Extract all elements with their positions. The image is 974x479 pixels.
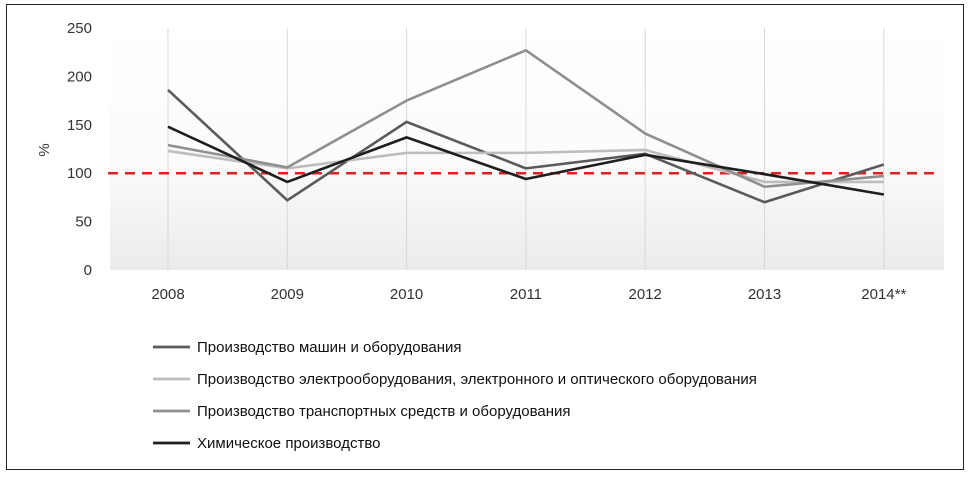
y-tick-label: 250: [67, 20, 92, 37]
y-tick-label: 200: [67, 68, 92, 85]
y-axis-label: %: [36, 143, 53, 156]
series-line-3: [167, 48, 884, 189]
x-tick-label: 2014**: [861, 286, 906, 303]
x-tick-label: 2012: [629, 286, 662, 303]
y-tick-label: 0: [84, 262, 92, 279]
x-tick-label: 2008: [151, 286, 184, 303]
x-tick-label: 2011: [510, 286, 542, 303]
legend-label-2: Производство электрооборудования, электр…: [197, 371, 757, 388]
legend-label-1: Производство машин и оборудования: [197, 339, 462, 356]
legend-label-3: Производство транспортных средств и обор…: [197, 403, 571, 420]
y-tick-label: 150: [67, 117, 92, 134]
plot-area: [110, 28, 944, 270]
x-tick-label: 2009: [271, 286, 304, 303]
x-tick-label: 2013: [748, 286, 781, 303]
legend-label-4: Химическое производство: [197, 435, 380, 452]
y-tick-label: 100: [67, 165, 92, 182]
y-tick-label: 50: [75, 214, 92, 231]
series-line-4: [167, 125, 885, 196]
series-line-1: [167, 88, 885, 204]
x-tick-label: 2010: [390, 286, 423, 303]
